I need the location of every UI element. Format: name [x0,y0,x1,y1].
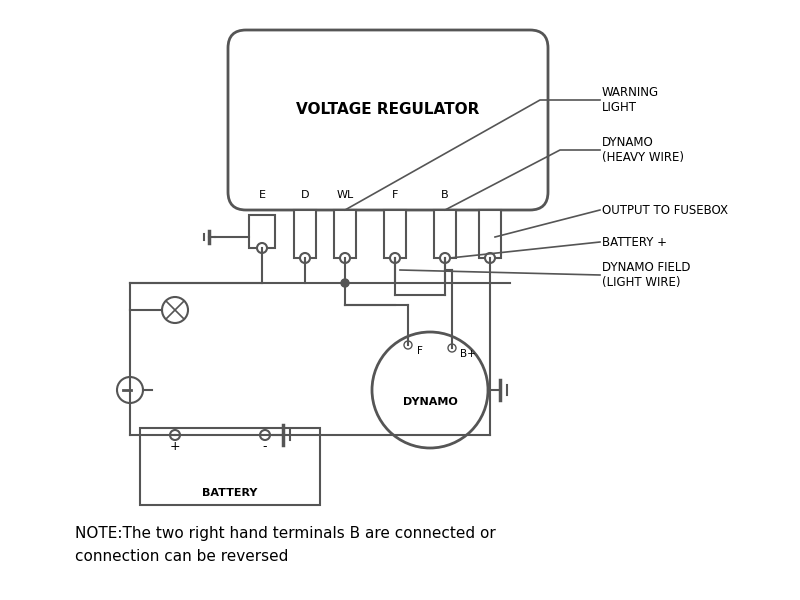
Circle shape [170,430,180,440]
Text: BATTERY +: BATTERY + [602,235,667,248]
Text: F: F [392,190,398,200]
Circle shape [404,341,412,349]
Circle shape [340,253,350,263]
Text: B+: B+ [460,349,476,359]
Text: +: + [170,440,180,454]
Bar [479,210,501,258]
Text: NOTE:The two right hand terminals B are connected or
connection can be reversed: NOTE:The two right hand terminals B are … [75,526,496,563]
Bar [434,210,456,258]
Text: VOLTAGE REGULATOR: VOLTAGE REGULATOR [296,103,480,118]
Text: B: B [441,190,449,200]
Text: DYNAMO: DYNAMO [402,397,458,407]
Circle shape [485,253,495,263]
Bar [140,428,320,505]
Circle shape [117,377,143,403]
Circle shape [372,332,488,448]
Text: DYNAMO FIELD
(LIGHT WIRE): DYNAMO FIELD (LIGHT WIRE) [602,261,690,289]
Text: BATTERY: BATTERY [202,488,258,498]
Text: DYNAMO
(HEAVY WIRE): DYNAMO (HEAVY WIRE) [602,136,684,164]
Bar [249,215,275,248]
FancyBboxPatch shape [228,30,548,210]
Text: F: F [417,346,423,356]
Text: -: - [262,440,267,454]
Circle shape [440,253,450,263]
Bar [384,210,406,258]
Circle shape [390,253,400,263]
Circle shape [341,279,349,287]
Text: WL: WL [336,190,354,200]
Circle shape [260,430,270,440]
Text: E: E [258,190,266,200]
Circle shape [257,243,267,253]
Text: WARNING
LIGHT: WARNING LIGHT [602,86,659,114]
Circle shape [162,297,188,323]
Bar [334,210,356,258]
Bar [294,210,316,258]
Text: OUTPUT TO FUSEBOX: OUTPUT TO FUSEBOX [602,203,728,217]
Circle shape [300,253,310,263]
Circle shape [448,344,456,352]
Text: D: D [301,190,310,200]
